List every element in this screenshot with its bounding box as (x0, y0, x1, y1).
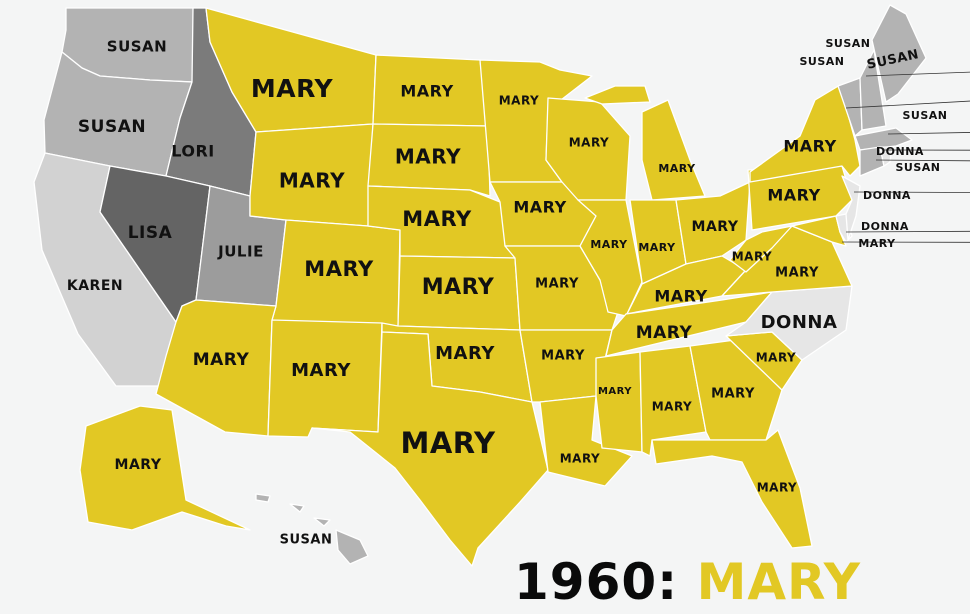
state-name-label-ma: SUSAN (903, 109, 948, 122)
state-name-label-wv: MARY (732, 250, 773, 264)
state-name-label-va: MARY (775, 266, 819, 281)
state-wv (729, 225, 793, 273)
state-name-label-de: DONNA (861, 220, 909, 233)
state-name-label-la: MARY (560, 452, 601, 466)
state-name-label-nc: DONNA (761, 312, 838, 333)
state-name-label-ri: DONNA (876, 145, 924, 158)
state-name-label-al: MARY (652, 400, 693, 414)
state-name-label-ca: KAREN (67, 278, 123, 294)
state-fl (651, 429, 813, 549)
state-name-label-wy: MARY (279, 169, 345, 193)
state-sd (367, 123, 491, 197)
state-shape (155, 299, 277, 437)
state-me (871, 4, 927, 103)
state-name-label-fl: MARY (757, 481, 798, 495)
title-year: 1960: (514, 553, 679, 611)
state-shape (367, 123, 491, 197)
state-shape (584, 85, 651, 105)
state-shape (311, 331, 549, 567)
state-name-label-mn: MARY (499, 94, 540, 108)
state-name-label-ct: SUSAN (896, 161, 941, 174)
state-shape (859, 49, 887, 131)
state-name-label-wi: MARY (569, 136, 610, 150)
state-name-label-oh: MARY (692, 219, 739, 235)
state-shape (313, 517, 331, 527)
state-name-label-ks: MARY (422, 275, 495, 300)
state-shape (79, 405, 251, 531)
state-ms (595, 351, 643, 453)
title-name: MARY (696, 553, 862, 611)
map-title: 1960: MARY (514, 552, 861, 612)
state-shape (641, 99, 706, 201)
state-ak (79, 405, 251, 531)
state-name-label-mt: MARY (251, 74, 334, 103)
state-name-label-ut: JULIE (217, 243, 264, 261)
state-hi (255, 493, 369, 565)
state-name-label-ny: MARY (783, 137, 836, 156)
state-name-label-ga: MARY (711, 387, 755, 402)
state-name-label-co: MARY (304, 257, 374, 281)
state-name-label-ia: MARY (513, 198, 566, 217)
state-name-label-nm: MARY (291, 360, 351, 381)
state-name-label-pa: MARY (767, 186, 820, 205)
state-name-label-mo: MARY (535, 277, 579, 292)
state-ny (749, 84, 861, 183)
state-shape (255, 493, 271, 503)
state-shape (871, 4, 927, 103)
state-il (577, 199, 643, 317)
state-tx (311, 331, 549, 567)
state-mi (584, 85, 706, 201)
state-name-label-md: MARY (858, 237, 896, 250)
state-name-label-nh: SUSAN (826, 37, 871, 50)
state-name-label-nd: MARY (400, 82, 453, 101)
state-name-label-ak: MARY (115, 457, 162, 473)
state-name-label-az: MARY (193, 350, 250, 370)
state-name-label-tn: MARY (636, 323, 693, 343)
state-az (155, 299, 277, 437)
state-name-label-hi: SUSAN (280, 533, 333, 548)
state-name-label-ms: MARY (598, 386, 632, 397)
state-name-label-nv: LISA (128, 223, 173, 243)
state-name-label-sc: MARY (756, 351, 797, 365)
state-name-label-mi: MARY (658, 162, 696, 175)
state-nh (859, 49, 887, 131)
state-name-label-ok: MARY (435, 343, 495, 364)
state-shape (729, 225, 793, 273)
state-shape (577, 199, 643, 317)
state-name-label-id: LORI (171, 142, 215, 161)
state-shape (595, 351, 643, 453)
state-shape (335, 529, 369, 565)
state-name-label-vt: SUSAN (800, 55, 845, 68)
state-name-label-tx: MARY (400, 426, 496, 460)
state-shape (749, 84, 861, 183)
state-name-label-ky: MARY (654, 287, 707, 306)
state-name-label-ar: MARY (541, 349, 585, 364)
state-name-label-in: MARY (638, 241, 676, 254)
state-name-label-wa: SUSAN (107, 38, 167, 56)
state-name-label-sd: MARY (395, 145, 461, 169)
state-name-label-il: MARY (590, 238, 628, 251)
state-shape (651, 429, 813, 549)
state-md (791, 215, 847, 247)
state-name-label-or: SUSAN (78, 117, 146, 137)
state-name-label-nj: DONNA (863, 189, 911, 202)
state-name-label-ne: MARY (402, 207, 472, 231)
state-shape (289, 503, 305, 513)
state-shape (791, 215, 847, 247)
